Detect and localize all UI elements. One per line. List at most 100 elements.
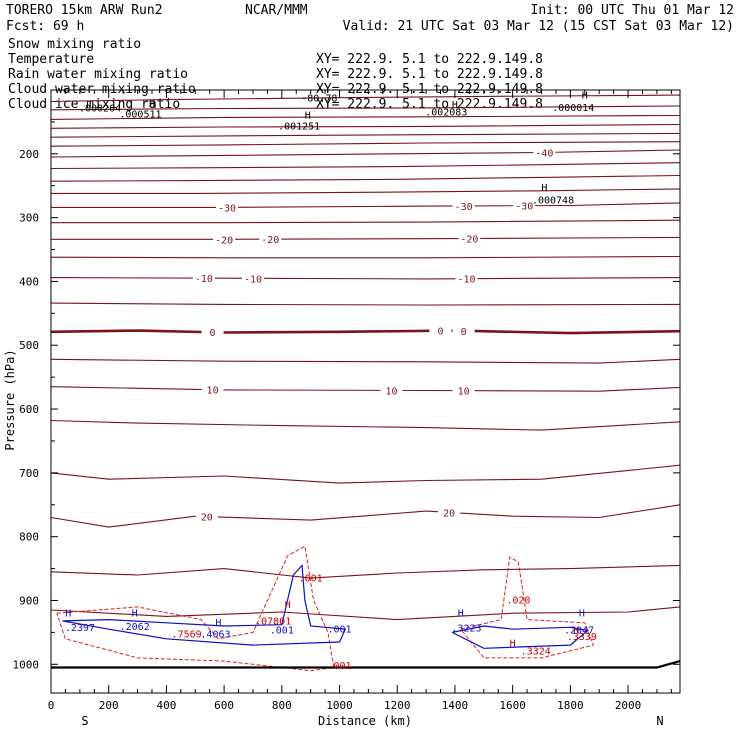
value-label: .001251 <box>278 122 320 133</box>
temperature-label: -10 <box>244 274 262 285</box>
cloud-water-contour-1 <box>451 625 590 649</box>
temperature-label-bg <box>455 272 478 285</box>
temperature-label-bg <box>513 199 536 212</box>
y-tick-label: 700 <box>19 467 39 480</box>
value-label: .000264 <box>79 104 121 115</box>
temperature-label-bg <box>213 233 236 246</box>
temperature-label: -10 <box>195 274 213 285</box>
high-marker: H <box>573 626 579 637</box>
value-label: .7569 <box>172 629 202 640</box>
temperature-label: -20 <box>261 235 279 246</box>
x-tick-label: 1800 <box>557 699 584 712</box>
legend-temperature-xy: XY= 222.9. 5.1 to 222.9.149.8 <box>316 52 543 67</box>
high-marker: H <box>579 608 585 619</box>
y-tick-label: 500 <box>19 339 39 352</box>
value-label: .3339 <box>567 632 597 643</box>
temperature-label: 10 <box>385 386 397 397</box>
temperature-contour-16 <box>50 329 681 335</box>
x-tick-label: 1400 <box>442 699 469 712</box>
high-marker: H <box>510 638 516 649</box>
temperature-label: -30 <box>515 202 533 213</box>
temperature-label: -40 <box>535 148 553 159</box>
value-label: .001 <box>299 573 323 584</box>
temperature-contour-14 <box>50 277 681 280</box>
y-tick-label: 300 <box>19 212 39 225</box>
temperature-label: -30 <box>218 203 236 214</box>
temperature-contour-11 <box>51 219 681 224</box>
x-tick-label: 0 <box>48 699 55 712</box>
y-tick-label: 200 <box>19 148 39 161</box>
legend-temperature-label: Temperature <box>8 52 94 67</box>
value-label: .2062 <box>120 622 150 633</box>
x-tick-label: 1000 <box>326 699 353 712</box>
high-marker: H <box>458 608 464 619</box>
value-label: .002083 <box>425 108 467 119</box>
temperature-contour-20 <box>50 464 681 484</box>
x-axis-title: Distance (km) <box>318 714 412 728</box>
y-axis-title: Pressure (hPa) <box>3 349 17 450</box>
rain-contour-0 <box>56 545 335 672</box>
value-label: .3223 <box>451 624 481 635</box>
temperature-label-bg <box>201 383 224 396</box>
temperature-label: 0 <box>438 327 444 338</box>
temperature-contour-1 <box>50 105 681 111</box>
temperature-label: 0 <box>461 327 467 338</box>
x-tick-label: 1600 <box>499 699 526 712</box>
header-init: Init: 00 UTC Thu 01 Mar 12 <box>531 3 735 18</box>
value-label: .001 <box>327 624 351 635</box>
temperature-label-bg <box>452 199 475 212</box>
temperature-contour-3 <box>50 123 681 129</box>
high-marker: H <box>285 600 291 611</box>
temperature-contour-8 <box>50 174 681 182</box>
value-label: .001 <box>327 661 351 672</box>
y-tick-label: 400 <box>19 275 39 288</box>
plot-frame <box>50 89 681 694</box>
legend-snow-label: Snow mixing ratio <box>8 37 141 52</box>
temperature-label-bg <box>195 510 218 523</box>
plot-area: -40 -30 -30 -30 -20 -20 -20 -10 -10 -10 0 0 0 10 10 10 2… <box>50 90 681 672</box>
y-tick-label: 600 <box>19 403 39 416</box>
value-label: .001 <box>270 626 294 637</box>
value-label: .000511 <box>119 109 161 120</box>
high-marker: H <box>541 183 547 194</box>
temperature-label-bg <box>259 233 282 246</box>
high-marker: H <box>452 100 458 111</box>
high-marker: H <box>305 111 311 122</box>
temperature-label: -20 <box>460 234 478 245</box>
rain-contour-1 <box>460 556 595 659</box>
temperature-contour-5 <box>50 141 681 147</box>
value-label: .020 <box>506 596 530 607</box>
temperature-label-bg <box>452 324 475 337</box>
legend-rain-label: Rain water mixing ratio <box>8 67 188 82</box>
temperature-label: -20 <box>215 235 233 246</box>
temperature-label: 20 <box>201 513 213 524</box>
y-tick-label: 800 <box>19 531 39 544</box>
y-tick-label: 1000 <box>13 658 40 671</box>
temperature-contour-19 <box>50 419 681 431</box>
temperature-contour-22 <box>50 564 681 579</box>
temperature-label-bg <box>533 146 556 159</box>
value-label: .4063 <box>200 629 230 640</box>
temperature-label-top: -80.78 <box>301 94 337 105</box>
x-tick-label: 2000 <box>615 699 642 712</box>
temperature-label-bg <box>438 506 461 519</box>
temperature-contour-15 <box>50 302 681 306</box>
temperature-label-bg <box>241 272 264 285</box>
temperature-label-bg <box>201 326 224 339</box>
x-tick-label: 1200 <box>384 699 411 712</box>
temperature-label-bg <box>216 201 239 214</box>
temperature-contour-12 <box>51 236 681 240</box>
temperature-label-bg <box>429 324 452 337</box>
value-label: .000748 <box>532 196 574 207</box>
cloud-water-contour-0 <box>62 563 347 646</box>
x-tick-label: 600 <box>214 699 234 712</box>
temperature-label: 10 <box>458 387 470 398</box>
temperature-label-bg <box>458 232 481 245</box>
ground-line <box>51 660 681 669</box>
temperature-label: 20 <box>443 509 455 520</box>
high-marker: H <box>149 99 155 110</box>
temperature-contour-9 <box>51 188 681 194</box>
value-label: .3324 <box>521 647 551 658</box>
